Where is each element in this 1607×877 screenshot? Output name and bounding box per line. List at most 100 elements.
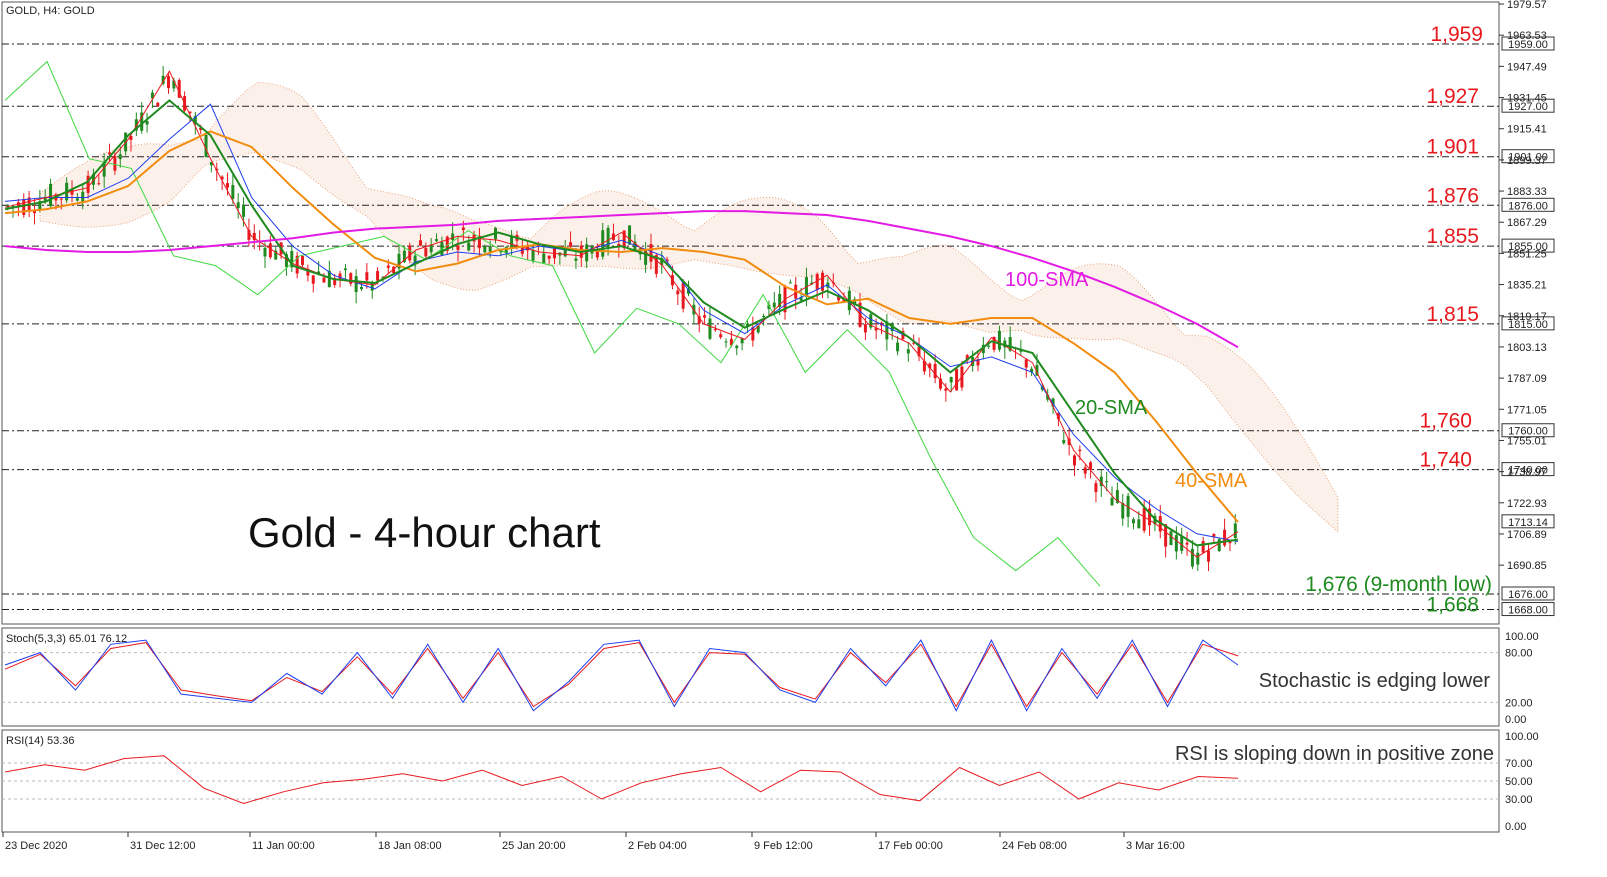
price-tick-label: 1899.37 [1507,155,1547,167]
stoch-tick-label: 100.00 [1505,631,1539,643]
sma100-line [4,210,1239,349]
candle-body [461,227,465,231]
price-tick-label: 1883.33 [1507,186,1547,198]
candle-body [944,388,948,391]
candle-body [445,236,449,251]
candle-body [740,338,744,344]
time-axis: 23 Dec 2020 31 Dec 12:00 11 Jan 00:00 18 Ja… [2,832,1185,852]
candle-body [997,330,1001,350]
price-axis: 1979.57 1963.53 1947.49 1931.45 1915.41 1899.… [1499,0,1547,572]
candle-body [660,257,664,265]
candle-body [729,338,733,346]
candle-body [209,162,213,166]
main-panel-frame [1,1,1500,625]
candle-body [306,269,310,276]
price-tick-label: 1931.45 [1507,93,1547,105]
candle-body [268,243,272,258]
time-tick-label: 17 Feb 00:00 [878,840,943,852]
candle-body [531,250,535,261]
candle-body [697,316,701,324]
candle-body [703,315,707,318]
candle-body [719,334,723,338]
sma20-line [4,99,1239,547]
candle-body [156,102,160,107]
price-tick-label: 1771.05 [1507,404,1547,416]
rsi-tick-label: 0.00 [1505,821,1526,833]
rsi-tick-label: 70.00 [1505,758,1533,770]
candle-body [392,266,396,274]
level-tag-box [1501,586,1555,601]
candle-body [1115,490,1119,503]
candle-body [408,245,412,261]
candle-body [1126,495,1130,517]
candle-body [1089,462,1093,470]
stoch-header: Stoch(5,3,3) 65.01 76.12 [6,633,127,645]
candle-body [987,345,991,347]
candle-body [16,202,20,208]
level-tag-box [1501,316,1555,331]
level-tag: 1876.00 [1508,200,1548,212]
candle-body [574,258,578,261]
candle-body [424,248,428,257]
level-tag-box [1501,98,1555,113]
level-tag-box [1501,423,1555,438]
candle-body [526,245,530,251]
candle-body [86,175,90,193]
chart-title: Gold - 4-hour chart [248,509,601,556]
level-label: 1,959 [1430,23,1483,46]
stoch-tick-label: 80.00 [1505,648,1533,660]
cloud-area [39,81,1339,533]
candle-body [402,250,406,263]
level-label: 1,876 [1426,184,1479,207]
candle-body [772,302,776,308]
candle-body [676,290,680,295]
candle-body [333,278,337,286]
candle-body [247,229,251,240]
candle-body [263,247,267,257]
candle-body [1072,455,1076,466]
candle-body [552,247,556,259]
current-price-tag: 1713.14 [1508,517,1548,529]
candle-body [467,242,471,251]
candle-body [842,299,846,303]
price-tick-label: 1819.17 [1507,311,1547,323]
candle-body [177,80,181,98]
candle-body [81,191,85,202]
candle-body [70,189,74,195]
candle-body [912,342,916,344]
rsi-panel: 100.00 70.00 50.00 30.00 0.00 [2,731,1539,833]
rsi-tick-label: 50.00 [1505,776,1533,788]
candle-body [327,270,331,288]
time-tick-label: 9 Feb 12:00 [754,840,813,852]
candle-body [1201,541,1205,553]
candle-body [1056,412,1060,420]
level-tag: 1927.00 [1508,101,1548,113]
candle-body [193,115,197,124]
candle-body [569,242,573,247]
candle-body [220,176,224,180]
level-tag-box [1501,36,1555,51]
level-label: 1,927 [1426,85,1479,108]
candle-body [199,127,203,131]
price-tick-label: 1835.21 [1507,280,1547,292]
candle-body [965,355,969,361]
time-tick-label: 25 Jan 20:00 [502,840,566,852]
level-tag: 1959.00 [1508,39,1548,51]
candle-body [22,199,26,215]
candle-body [510,235,514,250]
rsi-header: RSI(14) 53.36 [6,735,74,747]
price-tick-label: 1706.89 [1507,529,1547,541]
stoch-main-line [4,638,1239,712]
candle-body [284,254,288,268]
candle-body [231,184,235,199]
candle-body [376,271,380,281]
candle-body [322,277,326,283]
candle-body [1019,350,1023,352]
candle-body [386,265,390,268]
candle-body [821,272,825,291]
candle-body [311,275,315,284]
price-tick-label: 1963.53 [1507,30,1547,42]
candle-body [788,282,792,284]
candle-body [1148,508,1152,526]
